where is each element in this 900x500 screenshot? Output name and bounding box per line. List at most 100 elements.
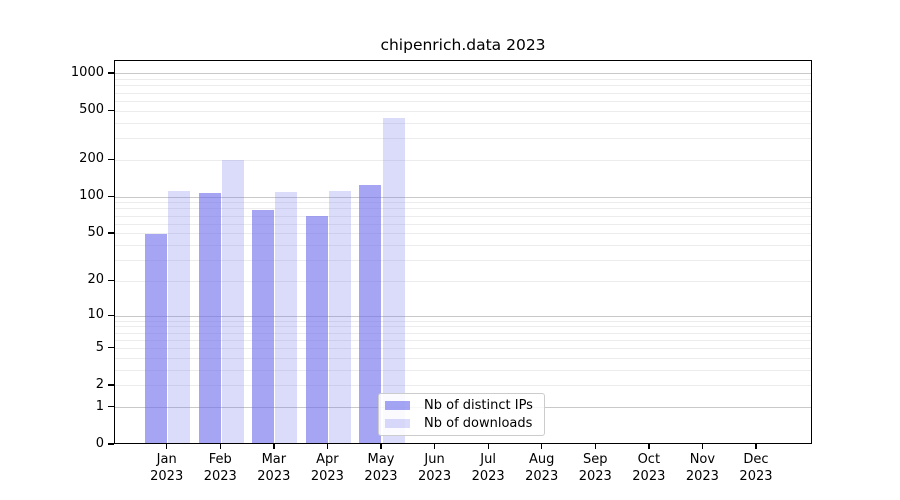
y-tick-label: 10: [87, 307, 104, 323]
gridline-minor: [115, 326, 811, 328]
gridline-major: [115, 315, 811, 317]
x-tick-label: Apr 2023: [295, 451, 359, 485]
bar-distinct-ips: [252, 209, 275, 444]
x-tick-label-month: Sep: [582, 452, 608, 467]
y-tick-label: 0: [95, 436, 104, 451]
x-tick-label-year: 2023: [418, 469, 452, 484]
gridline-minor: [115, 122, 811, 124]
x-tick-label-month: Jan: [156, 452, 177, 467]
legend-swatch-distinct-ips-icon: [385, 401, 410, 411]
bar-downloads: [382, 117, 405, 444]
x-tick-label-year: 2023: [257, 469, 291, 484]
y-tick-mark: [107, 158, 114, 160]
gridline-minor: [115, 358, 811, 360]
x-tick-label-month: Jun: [424, 452, 445, 467]
x-tick-label-month: Aug: [528, 452, 555, 467]
x-tick-label: Aug 2023: [510, 451, 574, 485]
gridline-minor: [115, 79, 811, 81]
gridline-minor: [115, 348, 811, 350]
x-tick-label-month: Jul: [480, 452, 496, 467]
x-tick-mark: [380, 444, 382, 449]
x-tick-label: Nov 2023: [670, 451, 734, 485]
legend-label-downloads: Nb of downloads: [424, 415, 533, 431]
y-tick-label: 500: [79, 102, 104, 118]
plot-area: [114, 60, 812, 444]
gridline-major: [115, 196, 811, 198]
legend: Nb of distinct IPs Nb of downloads: [378, 393, 545, 436]
legend-entry-distinct-ips: Nb of distinct IPs: [385, 397, 538, 414]
bar-downloads: [221, 159, 244, 444]
gridline-minor: [115, 137, 811, 139]
x-tick-label-month: Feb: [208, 452, 232, 467]
y-tick-mark: [107, 195, 114, 197]
gridline-minor: [115, 233, 811, 235]
y-tick-label: 1: [95, 398, 104, 414]
gridline-minor: [115, 320, 811, 322]
x-tick-label-month: Nov: [689, 452, 716, 467]
bar-downloads: [329, 191, 351, 444]
gridline-minor: [115, 208, 811, 210]
x-tick-label: Jul 2023: [456, 451, 520, 485]
gridline-minor: [115, 85, 811, 87]
y-tick-mark: [107, 384, 114, 386]
y-tick-mark: [107, 232, 114, 234]
x-tick-label-year: 2023: [632, 469, 666, 484]
gridline-minor: [115, 245, 811, 247]
x-tick-label: Oct 2023: [617, 451, 681, 485]
bar-distinct-ips: [359, 185, 382, 444]
x-tick-label: Jun 2023: [403, 451, 467, 485]
y-tick-mark: [107, 279, 114, 282]
x-tick-label-month: Dec: [743, 452, 769, 467]
x-tick-label-year: 2023: [739, 469, 773, 484]
y-tick-mark: [107, 109, 114, 111]
x-tick-label-month: Oct: [637, 452, 661, 467]
y-tick-mark: [107, 347, 114, 349]
chart-title: chipenrich.data 2023: [380, 36, 546, 54]
x-tick-label-year: 2023: [364, 469, 398, 484]
gridline-minor: [115, 280, 811, 282]
x-tick-label-year: 2023: [203, 469, 237, 484]
y-tick-label: 100: [79, 188, 104, 204]
x-tick-label-year: 2023: [471, 469, 505, 484]
x-tick-mark: [487, 444, 489, 449]
x-tick-mark: [433, 444, 436, 449]
x-tick-label-year: 2023: [578, 469, 612, 484]
x-tick-label: Dec 2023: [724, 451, 788, 485]
y-tick-label: 20: [87, 272, 104, 288]
gridline-minor: [115, 100, 811, 102]
x-tick-label: Feb 2023: [188, 451, 252, 485]
gridline-minor: [115, 370, 811, 372]
legend-swatch-downloads-icon: [385, 418, 410, 428]
x-tick-mark: [273, 444, 275, 449]
gridline-minor: [115, 223, 811, 225]
bar-downloads: [168, 191, 191, 444]
bar-distinct-ips: [198, 193, 221, 444]
gridline-minor: [115, 110, 811, 112]
x-tick-label-year: 2023: [150, 469, 184, 484]
x-tick-label-year: 2023: [310, 469, 344, 484]
x-tick-label: May 2023: [349, 451, 413, 485]
gridline-minor: [115, 260, 811, 262]
y-tick-mark: [107, 406, 114, 408]
x-tick-mark: [166, 444, 168, 449]
bar-downloads: [275, 192, 298, 444]
x-tick-mark: [541, 444, 543, 449]
gridline-minor: [115, 92, 811, 94]
x-tick-label-month: Apr: [316, 452, 339, 467]
y-tick-label: 1000: [70, 64, 104, 80]
x-tick-label-year: 2023: [525, 469, 559, 484]
y-tick-label: 200: [79, 151, 104, 167]
x-tick-mark: [755, 444, 757, 449]
bar-distinct-ips: [145, 233, 168, 444]
x-tick-label: Jan 2023: [135, 451, 199, 485]
y-tick-mark: [107, 314, 114, 316]
gridline-minor: [115, 202, 811, 204]
y-tick-label: 50: [87, 224, 104, 240]
y-tick-mark: [107, 443, 114, 445]
y-tick-label: 2: [95, 376, 104, 392]
gridline-minor: [115, 215, 811, 217]
x-tick-label: Sep 2023: [563, 451, 627, 485]
legend-entry-downloads: Nb of downloads: [385, 415, 538, 432]
x-tick-mark: [219, 444, 221, 449]
gridline-major: [115, 73, 811, 75]
